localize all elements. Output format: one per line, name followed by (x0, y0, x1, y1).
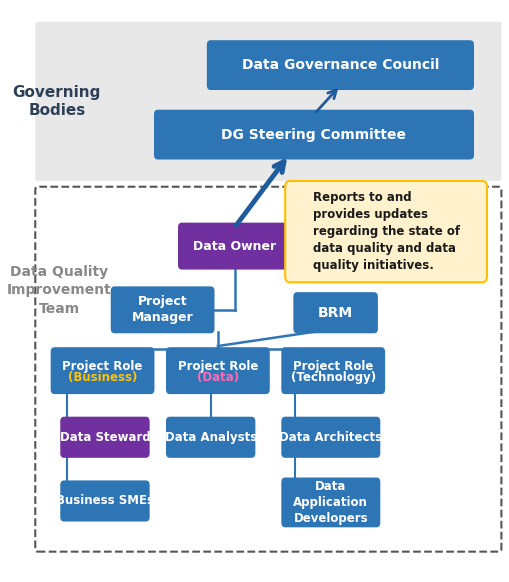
Text: Project
Manager: Project Manager (131, 295, 193, 324)
FancyBboxPatch shape (293, 292, 377, 333)
Text: DG Steering Committee: DG Steering Committee (221, 127, 406, 141)
FancyBboxPatch shape (281, 417, 380, 458)
FancyBboxPatch shape (60, 480, 149, 521)
FancyBboxPatch shape (178, 223, 291, 269)
Text: Data Architects: Data Architects (279, 431, 382, 443)
FancyBboxPatch shape (281, 347, 384, 394)
Text: Data Owner: Data Owner (193, 240, 276, 253)
FancyBboxPatch shape (207, 40, 473, 90)
FancyBboxPatch shape (50, 347, 154, 394)
Text: Project Role: Project Role (177, 360, 258, 372)
Text: Data Steward: Data Steward (60, 431, 150, 443)
Text: Data Analysts: Data Analysts (164, 431, 257, 443)
Text: Data
Application
Developers: Data Application Developers (293, 480, 367, 525)
Text: Data Quality
Improvement
Team: Data Quality Improvement Team (7, 265, 111, 315)
Text: BRM: BRM (318, 306, 353, 320)
FancyBboxPatch shape (285, 181, 486, 282)
Text: Governing
Bodies: Governing Bodies (13, 85, 101, 118)
FancyBboxPatch shape (110, 286, 214, 333)
Text: Reports to and
provides updates
regarding the state of
data quality and data
qua: Reports to and provides updates regardin… (312, 191, 459, 272)
FancyBboxPatch shape (281, 477, 380, 527)
FancyBboxPatch shape (35, 22, 500, 181)
Text: (Technology): (Technology) (290, 371, 375, 384)
FancyBboxPatch shape (165, 417, 255, 458)
Text: Project Role: Project Role (293, 360, 373, 372)
Text: Business SMEs: Business SMEs (56, 495, 154, 508)
FancyBboxPatch shape (165, 347, 269, 394)
Text: (Business): (Business) (68, 371, 137, 384)
FancyBboxPatch shape (60, 417, 149, 458)
Text: (Data): (Data) (196, 371, 239, 384)
Text: Project Role: Project Role (62, 360, 143, 372)
Text: Data Governance Council: Data Governance Council (241, 58, 438, 72)
FancyBboxPatch shape (154, 109, 473, 159)
